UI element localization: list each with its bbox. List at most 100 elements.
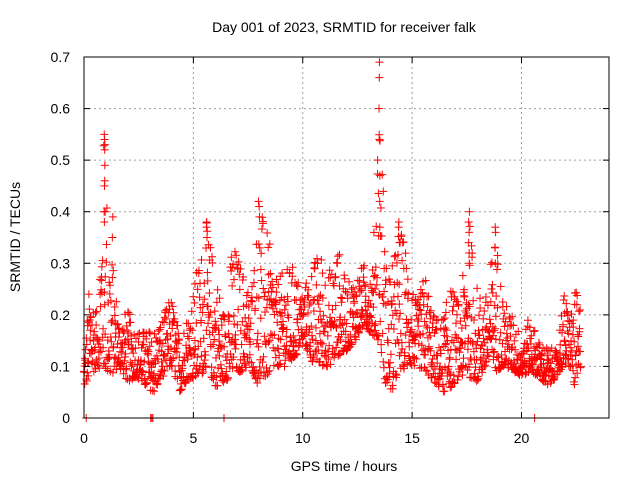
- data-point: [252, 339, 261, 348]
- data-point: [307, 272, 316, 281]
- data-point: [278, 317, 287, 326]
- data-point: [189, 292, 198, 301]
- data-point: [100, 288, 109, 297]
- data-point: [456, 343, 465, 352]
- data-point: [491, 259, 500, 268]
- data-point: [133, 373, 142, 382]
- data-point: [423, 367, 432, 376]
- data-point: [464, 238, 473, 247]
- data-point: [232, 251, 241, 260]
- data-point: [273, 344, 282, 353]
- data-point: [446, 287, 455, 296]
- data-point: [94, 354, 103, 363]
- data-point: [265, 240, 274, 249]
- data-point: [343, 288, 352, 297]
- data-point: [355, 288, 364, 297]
- data-point: [274, 334, 283, 343]
- data-point: [210, 371, 219, 380]
- data-point: [282, 332, 291, 341]
- data-point: [251, 304, 260, 313]
- data-point: [254, 240, 263, 249]
- data-point: [194, 269, 203, 278]
- data-point: [366, 280, 375, 289]
- data-point: [114, 333, 123, 342]
- data-point: [443, 336, 452, 345]
- data-point: [266, 269, 275, 278]
- data-point: [305, 325, 314, 334]
- data-point: [562, 299, 571, 308]
- data-point: [124, 308, 133, 317]
- data-point: [174, 339, 183, 348]
- data-point: [343, 294, 352, 303]
- data-point: [311, 336, 320, 345]
- data-point: [304, 293, 313, 302]
- data-point: [424, 292, 433, 301]
- data-point: [432, 325, 441, 334]
- data-point: [108, 273, 117, 282]
- data-point: [560, 337, 569, 346]
- data-point: [169, 308, 178, 317]
- data-point: [259, 352, 268, 361]
- data-point: [366, 327, 375, 336]
- data-point: [496, 282, 505, 291]
- data-point: [139, 340, 148, 349]
- data-point: [328, 344, 337, 353]
- data-point: [106, 296, 115, 305]
- data-point: [566, 343, 575, 352]
- data-point: [101, 362, 110, 371]
- data-point: [236, 264, 245, 273]
- data-point: [255, 212, 264, 221]
- data-point: [281, 301, 290, 310]
- data-point: [317, 255, 326, 264]
- data-point: [359, 263, 368, 272]
- data-points: [79, 58, 585, 422]
- data-point: [375, 171, 384, 180]
- data-point: [154, 327, 163, 336]
- data-point: [235, 285, 244, 294]
- data-point: [206, 243, 215, 252]
- data-point: [288, 263, 297, 272]
- data-point: [205, 313, 214, 322]
- data-point: [484, 352, 493, 361]
- data-point: [206, 308, 215, 317]
- data-point: [341, 327, 350, 336]
- data-point: [209, 340, 218, 349]
- data-point: [379, 299, 388, 308]
- data-point: [102, 258, 111, 267]
- data-point: [386, 358, 395, 367]
- data-point: [324, 355, 333, 364]
- data-point: [410, 331, 419, 340]
- data-point: [100, 300, 109, 309]
- data-point: [213, 381, 222, 390]
- data-point: [409, 290, 418, 299]
- data-point: [125, 310, 134, 319]
- data-point: [254, 294, 263, 303]
- data-point: [421, 276, 430, 285]
- data-point: [388, 261, 397, 270]
- data-point: [374, 335, 383, 344]
- y-tick-label: 0.5: [51, 152, 71, 168]
- data-point: [568, 355, 577, 364]
- data-point: [183, 332, 192, 341]
- data-point: [527, 331, 536, 340]
- data-point: [497, 350, 506, 359]
- data-point: [304, 308, 313, 317]
- data-point: [401, 331, 410, 340]
- data-point: [500, 309, 509, 318]
- data-point: [199, 334, 208, 343]
- data-point: [86, 336, 95, 345]
- data-point: [110, 311, 119, 320]
- data-point: [367, 313, 376, 322]
- data-point: [239, 272, 248, 281]
- data-point: [401, 249, 410, 258]
- data-point: [487, 284, 496, 293]
- data-point: [268, 283, 277, 292]
- data-point: [305, 300, 314, 309]
- plot-frame: [83, 56, 610, 419]
- data-point: [351, 323, 360, 332]
- data-point: [373, 156, 382, 165]
- data-point: [353, 276, 362, 285]
- data-point: [197, 352, 206, 361]
- data-point: [147, 338, 156, 347]
- data-point: [332, 323, 341, 332]
